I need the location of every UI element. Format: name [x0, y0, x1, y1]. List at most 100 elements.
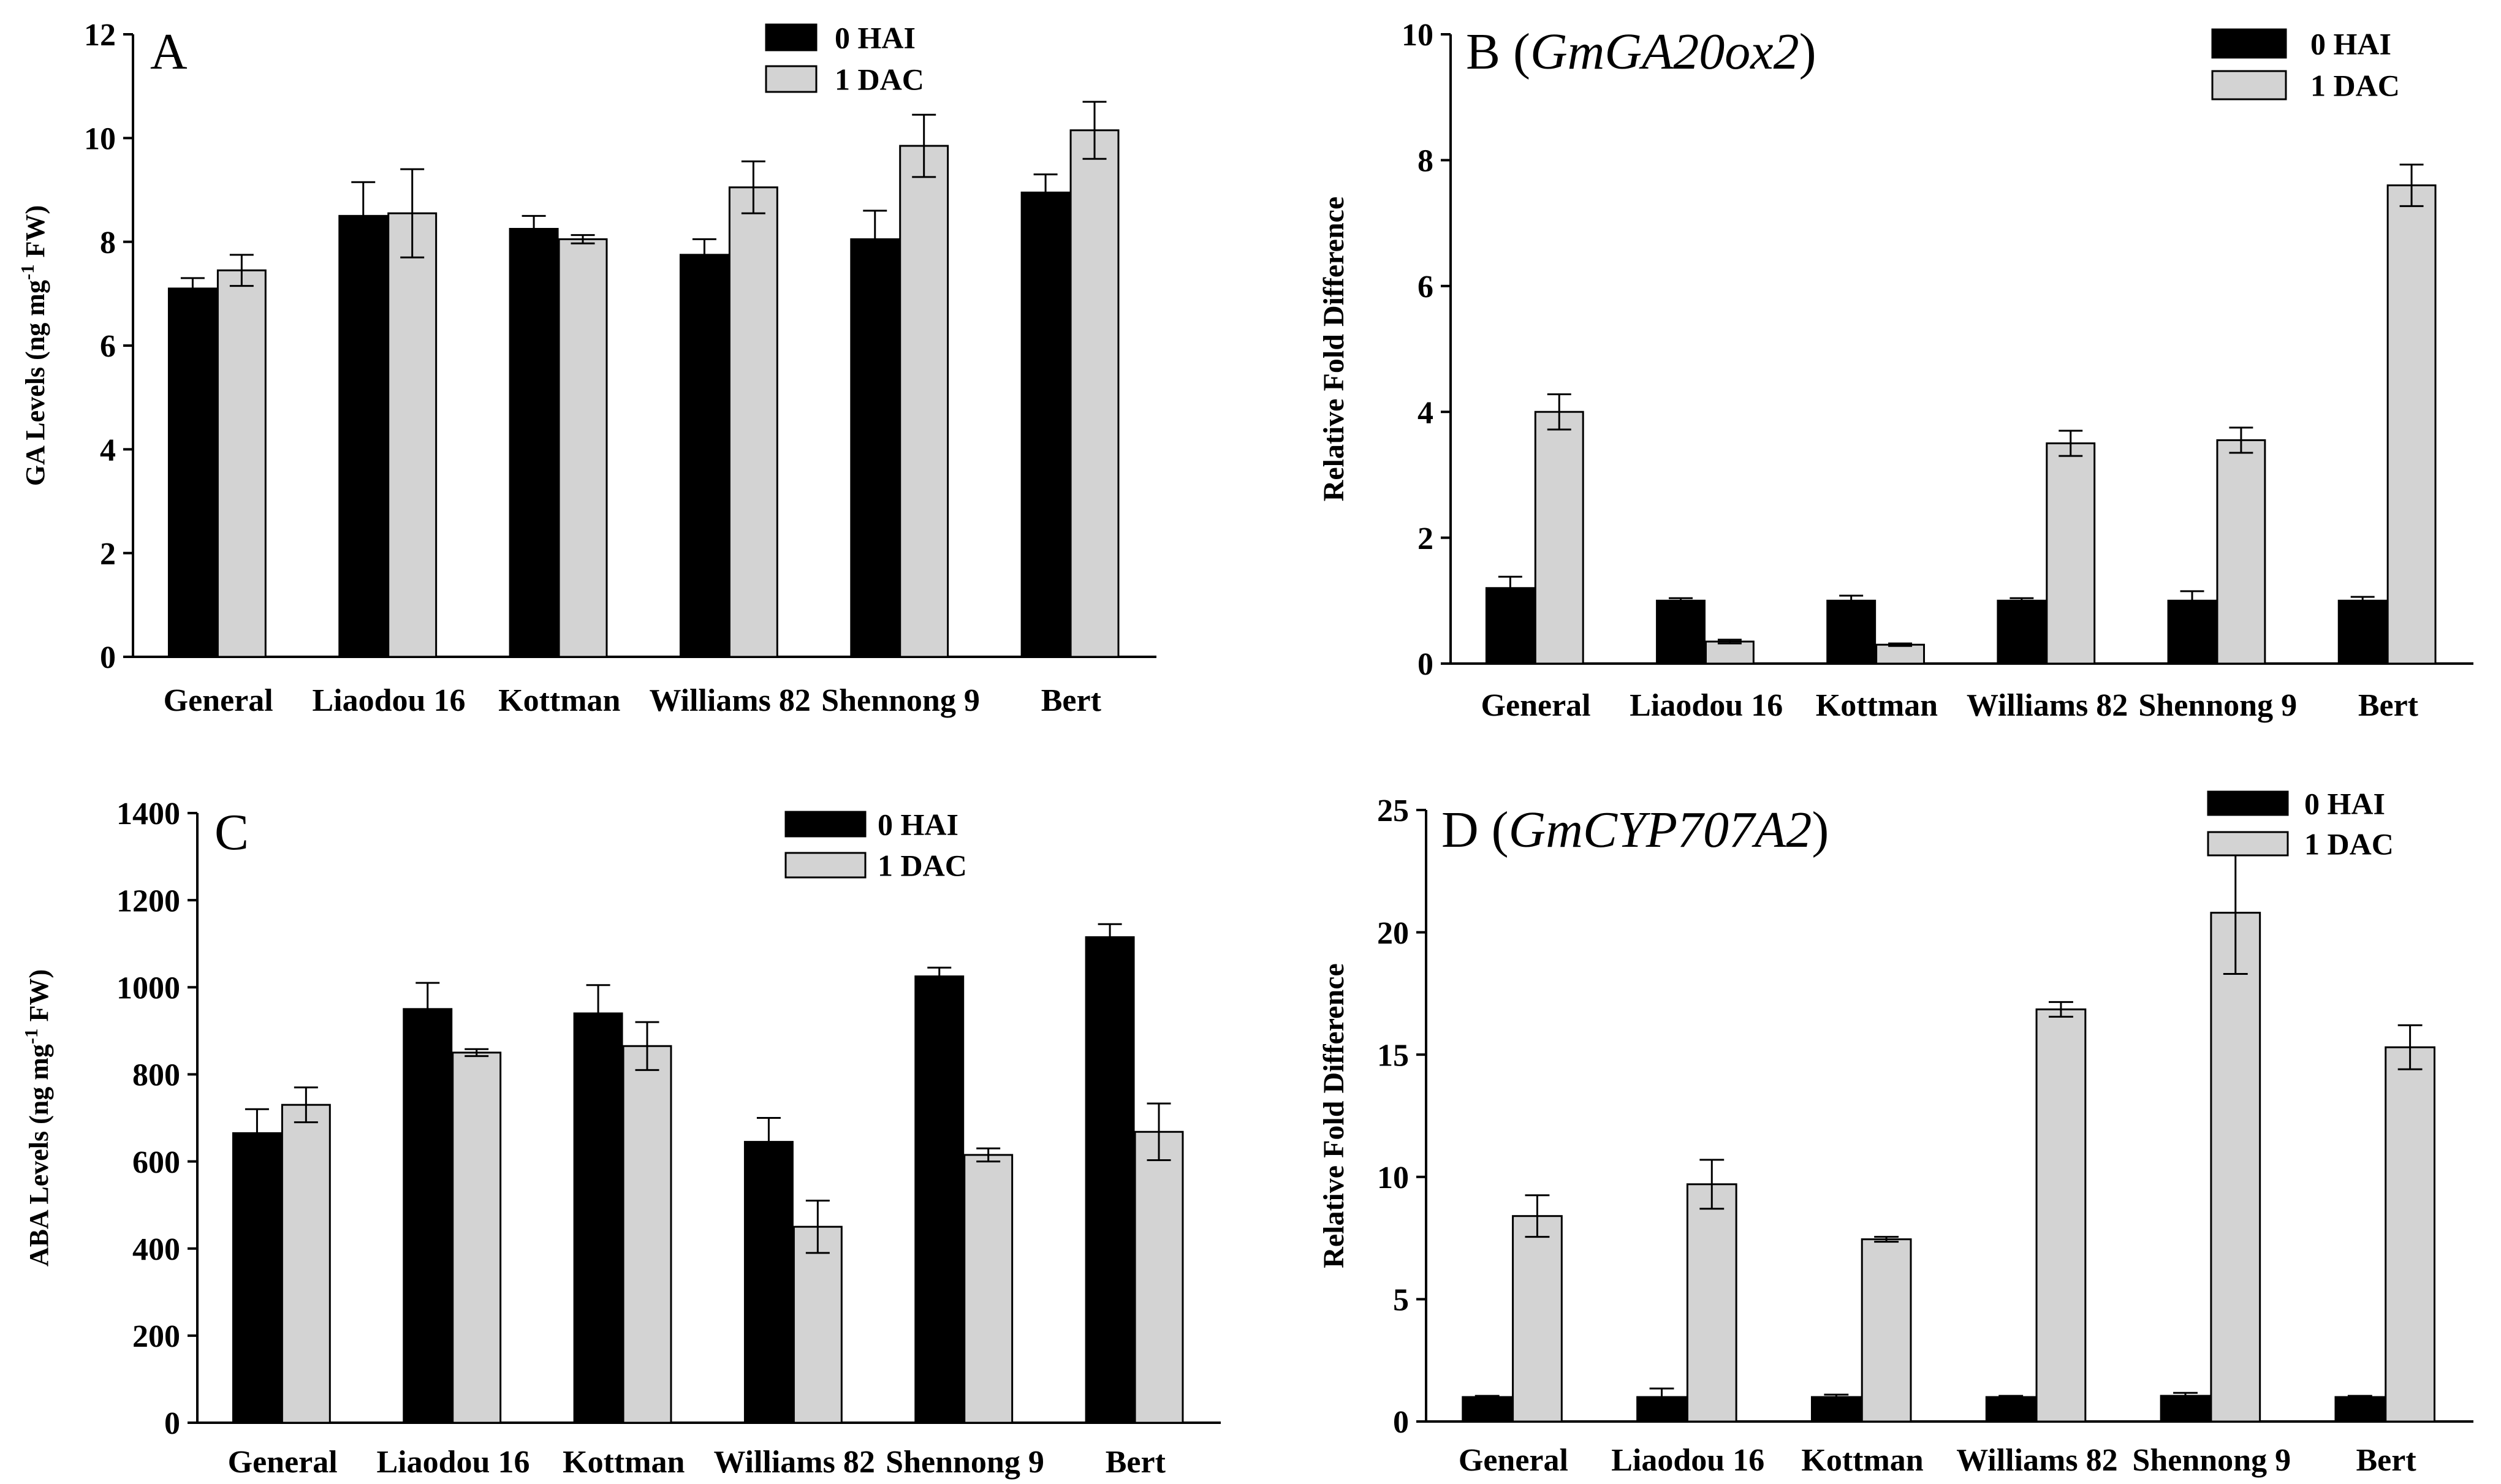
x-tick-label: Liaodou 16: [377, 1445, 530, 1480]
panel-c: 0 200 400 600 800 1000 1200 1400 ABA Levels (ng …: [21, 797, 1221, 1480]
y-axis-label-main: GA Levels (ng mg: [20, 280, 50, 486]
bar-hai-kottman: [1826, 599, 1877, 665]
panel-a: 0 2 4 6 8 10 12 GA Levels (ng mg-1 FW) General Li…: [17, 18, 1156, 718]
y-axis-label: Relative Fold Difference: [1318, 963, 1350, 1268]
bar-dac-kottman: [622, 1045, 672, 1424]
bar-dac-bert: [1134, 1130, 1184, 1424]
bar-dac-general: [281, 1104, 331, 1424]
x-tick-label: Williams 82: [1956, 1443, 2117, 1478]
x-tick-label: Bert: [2358, 688, 2419, 723]
y-axis-label-main: Relative Fold Difference: [1318, 197, 1350, 502]
x-tick-label: General: [1459, 1443, 1568, 1478]
y-tick-label: 1200: [116, 884, 180, 918]
bar-dac-shennong-9: [2210, 912, 2261, 1423]
panel-label-letter: B (: [1466, 23, 1530, 80]
bar-hai-bert: [2334, 1396, 2386, 1423]
y-tick-label: 12: [84, 18, 116, 53]
bar-hai-shennong-9: [2167, 599, 2217, 665]
legend-label-dac: 1 DAC: [2304, 827, 2394, 861]
y-tick-label: 10: [1377, 1160, 1409, 1195]
panel-label-gene: GmGA20ox2: [1530, 23, 1799, 80]
y-axis-label-main: ABA Levels (ng mg: [24, 1044, 54, 1266]
x-tick-label: Liaodou 16: [1611, 1443, 1764, 1478]
x-tick-label: Shennong 9: [2132, 1443, 2291, 1478]
legend-swatch-hai: [2207, 790, 2289, 816]
panel-label-close: ): [1799, 23, 1816, 80]
bar-hai-kottman: [509, 228, 559, 658]
legend-swatch-dac: [2211, 70, 2287, 100]
legend-swatch-dac: [765, 65, 818, 93]
y-tick-label: 1400: [116, 797, 180, 831]
x-tick-label: Shennong 9: [2138, 688, 2297, 723]
x-tick-label: General: [164, 683, 273, 718]
x-tick-label: General: [228, 1445, 338, 1480]
bar-hai-general: [167, 287, 218, 658]
y-tick-label: 4: [100, 433, 116, 468]
y-tick-label: 0: [1393, 1405, 1409, 1440]
legend-swatch-dac: [2207, 831, 2289, 857]
panel-label: D (GmCYP707A2): [1441, 801, 1829, 858]
bar-hai-liaodou-16: [338, 214, 389, 658]
x-tick-label: Kottman: [1801, 1443, 1923, 1478]
bar-dac-general: [1534, 411, 1584, 665]
bar-hai-kottman: [573, 1012, 623, 1424]
y-tick-label: 25: [1377, 793, 1409, 828]
y-tick-label: 2: [100, 537, 116, 572]
legend-label-dac: 1 DAC: [2310, 69, 2400, 103]
bar-hai-general: [1485, 587, 1535, 665]
bar-dac-shennong-9: [963, 1154, 1014, 1424]
y-tick-label: 20: [1377, 916, 1409, 951]
y-tick-label: 6: [100, 329, 116, 364]
legend-swatch-dac: [784, 852, 867, 879]
y-tick-label: 0: [164, 1406, 180, 1441]
y-axis-label: Relative Fold Difference: [1318, 197, 1350, 502]
y-tick-label: 4: [1417, 395, 1433, 430]
bar-hai-kottman: [1810, 1396, 1862, 1423]
y-tick-label: 600: [132, 1145, 180, 1180]
y-tick-label: 6: [1417, 270, 1433, 305]
y-tick-label: 8: [100, 225, 116, 260]
x-tick-label: Liaodou 16: [313, 683, 466, 718]
y-tick-label: 10: [84, 122, 116, 157]
y-tick-label: 200: [132, 1319, 180, 1354]
bar-hai-bert: [1020, 191, 1071, 658]
bar-dac-kottman: [558, 238, 608, 658]
bar-dac-bert: [1069, 129, 1120, 658]
x-tick-label: Kottman: [563, 1445, 685, 1480]
panel-label: A: [150, 23, 188, 80]
y-tick-label: 800: [132, 1058, 180, 1093]
legend-label-hai: 0 HAI: [835, 21, 916, 55]
y-tick-label: 10: [1402, 18, 1433, 53]
legend-label-hai: 0 HAI: [878, 808, 958, 842]
bar-hai-williams-82: [743, 1141, 794, 1424]
bar-dac-liaodou-16: [387, 212, 438, 658]
bar-hai-general: [232, 1132, 282, 1424]
bar-dac-bert: [2385, 1046, 2435, 1423]
panel-label-gene: GmCYP707A2: [1509, 801, 1812, 858]
bar-dac-kottman: [1861, 1238, 1912, 1423]
bar-hai-liaodou-16: [1656, 599, 1706, 665]
y-tick-label: 5: [1393, 1283, 1409, 1318]
panel-label-close: ): [1812, 801, 1829, 858]
legend-label-hai: 0 HAI: [2304, 787, 2385, 821]
bar-dac-general: [1512, 1215, 1563, 1423]
y-tick-label: 2: [1417, 521, 1433, 556]
x-tick-label: Williams 82: [649, 683, 810, 718]
legend-label-dac: 1 DAC: [835, 62, 924, 97]
x-tick-label: Bert: [1106, 1445, 1166, 1480]
y-tick-label: 15: [1377, 1038, 1409, 1073]
legend-label-dac: 1 DAC: [878, 849, 967, 883]
x-tick-label: Bert: [2356, 1443, 2416, 1478]
panel-label: B (GmGA20ox2): [1466, 23, 1816, 80]
bar-dac-shennong-9: [2216, 439, 2266, 665]
x-tick-label: Shennong 9: [821, 683, 980, 718]
x-tick-label: Kottman: [1816, 688, 1938, 723]
legend-label-hai: 0 HAI: [2310, 27, 2391, 61]
legend-swatch-hai: [765, 23, 818, 51]
bar-dac-general: [216, 269, 267, 658]
bar-dac-kottman: [1875, 643, 1926, 665]
bar-dac-bert: [2386, 184, 2437, 665]
bar-hai-williams-82: [1985, 1396, 2036, 1423]
panel-label-letter: A: [150, 23, 188, 80]
x-tick-label: Williams 82: [1967, 688, 2128, 723]
